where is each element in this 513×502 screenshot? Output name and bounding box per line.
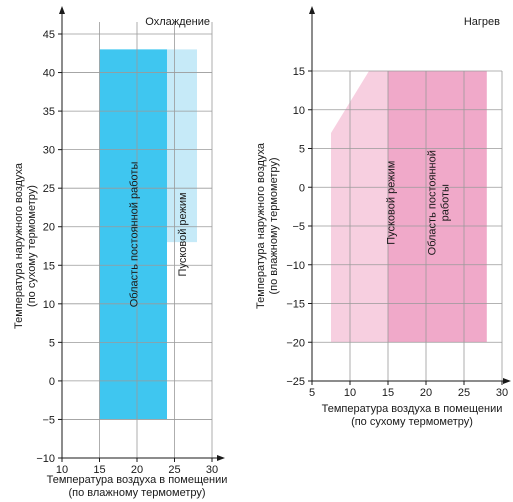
- y-tick-label: −20: [286, 337, 305, 349]
- chart-panel-2: Пусковой режим Область постояннойработы 5 1…: [255, 6, 511, 428]
- region-1: [331, 71, 388, 343]
- region-label-1: Область постоянной работы: [128, 162, 140, 308]
- y-axis-label: Температура наружного воздуха: [13, 162, 25, 329]
- y-tick-label: 0: [299, 182, 305, 194]
- x-axis-label: Температура воздуха в помещении: [322, 403, 503, 415]
- y-axis-arrow: [59, 6, 65, 14]
- y-tick-label: 15: [293, 66, 305, 78]
- region-2: [388, 71, 487, 343]
- x-tick-label: 5: [309, 387, 315, 399]
- y-tick-label: −25: [286, 376, 305, 388]
- y-tick-label: 45: [43, 29, 55, 41]
- region-1: [99, 49, 167, 420]
- y-tick-label: 5: [299, 144, 305, 156]
- x-tick-label: 30: [496, 387, 508, 399]
- region-label-1: Пусковой режим: [385, 161, 397, 245]
- x-tick-label: 25: [458, 387, 470, 399]
- y-tick-label: 40: [43, 68, 55, 80]
- x-tick-label: 20: [131, 464, 143, 476]
- y-tick-label: 0: [49, 376, 55, 388]
- x-axis-label: (по сухому термометру): [351, 416, 473, 428]
- chart-title: Нагрев: [464, 16, 500, 28]
- y-tick-label: −15: [286, 299, 305, 311]
- x-axis-arrow: [503, 378, 511, 384]
- x-tick-label: 10: [56, 464, 68, 476]
- y-tick-label: 35: [43, 106, 55, 118]
- y-tick-label: 30: [43, 145, 55, 157]
- y-tick-label: 15: [43, 260, 55, 272]
- y-tick-label: 5: [49, 337, 55, 349]
- x-axis-label: Температура воздуха в помещении: [47, 474, 228, 486]
- x-axis-arrow: [217, 455, 225, 461]
- x-tick-label: 20: [420, 387, 432, 399]
- x-tick-label: 10: [344, 387, 356, 399]
- chart-title: Охлаждение: [145, 16, 210, 28]
- y-tick-label: 20: [43, 222, 55, 234]
- x-tick-label: 15: [93, 464, 105, 476]
- x-tick-label: 30: [206, 464, 218, 476]
- y-tick-label: −5: [42, 414, 55, 426]
- x-axis-label: (по влажному термометру): [68, 487, 205, 499]
- x-tick-label: 25: [168, 464, 180, 476]
- y-axis-label: Температура наружного воздуха: [255, 142, 267, 309]
- y-tick-label: −10: [286, 260, 305, 272]
- y-tick-label: 25: [43, 183, 55, 195]
- y-axis-label: (по влажному термометру): [268, 157, 280, 294]
- y-axis-arrow: [309, 6, 315, 14]
- y-tick-label: 10: [43, 299, 55, 311]
- region-label-2: Пусковой режим: [177, 192, 189, 276]
- y-tick-label: 10: [293, 105, 305, 117]
- y-tick-label: −10: [36, 453, 55, 465]
- chart-panel-1: Область постоянной работы Пусковой режим 1…: [13, 6, 227, 499]
- y-axis-label: (по сухому термометру): [26, 185, 38, 307]
- region-label-2: Область постояннойработы: [426, 150, 451, 255]
- x-tick-label: 15: [382, 387, 394, 399]
- y-tick-label: −5: [292, 221, 305, 233]
